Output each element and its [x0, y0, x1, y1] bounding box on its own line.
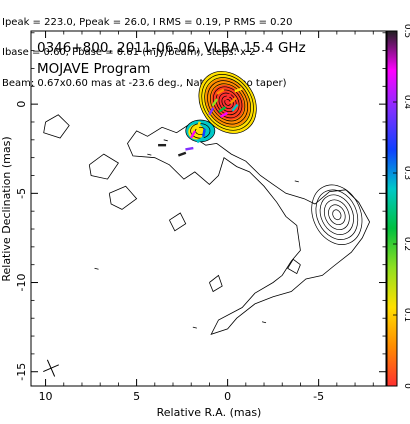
noise-contour	[261, 321, 267, 324]
colorbar-ticks: 0 0.1 0.2 0.3 0.4 0.5	[393, 24, 410, 389]
polarization-stick	[189, 130, 197, 139]
core-contour	[198, 71, 257, 134]
polarization-stick	[185, 146, 194, 151]
colorbar-tick-label: 0.2	[402, 237, 410, 251]
faint-contour	[88, 153, 119, 180]
noise-contour	[192, 326, 197, 329]
noise-contour	[147, 153, 152, 156]
noise-contour	[163, 139, 168, 142]
colorbar-tick-label: 0	[402, 383, 410, 389]
polarization-fill	[217, 91, 238, 113]
x-tick-label: 0	[224, 390, 231, 403]
polarization-stick	[208, 107, 215, 116]
faint-contour	[169, 212, 187, 232]
y-tick-label: 0	[15, 101, 28, 108]
blob-contour	[311, 184, 363, 245]
polarization-layer	[158, 87, 243, 157]
colorbar-tick-label: 0.3	[402, 166, 410, 180]
faint-contour	[108, 185, 138, 210]
x-tick-label: 10	[39, 390, 53, 403]
x-tick-label: -5	[313, 390, 324, 403]
blob-contour	[328, 204, 346, 226]
map-header: Ipeak = 223.0, Ppeak = 26.0, I RMS = 0.1…	[2, 0, 408, 100]
polarization-stick	[216, 88, 225, 95]
blob-contour	[323, 199, 350, 230]
core-contour	[221, 95, 234, 109]
blob-contour	[332, 209, 342, 221]
faint-contour	[287, 258, 301, 275]
y-tick-label: -10	[15, 274, 28, 292]
core-contour	[210, 83, 246, 122]
chart-subtitle: MOJAVE Program	[37, 61, 150, 77]
y-tick-label: -15	[15, 363, 28, 381]
y-axis-label: Relative Declination (mas)	[0, 136, 13, 281]
y-axis: 0 -5 -10 -15	[15, 32, 386, 381]
jet-contour	[127, 124, 371, 335]
chart-title: 0346+800, 2011-06-06, VLBA 15.4 GHz	[37, 40, 306, 56]
polarization-stick	[202, 128, 206, 137]
x-axis-label: Relative R.A. (mas)	[157, 406, 262, 419]
beam-minor-axis	[43, 364, 59, 373]
colorbar-tick-label: 0.1	[402, 308, 410, 322]
colorbar-tick-label: 0.4	[402, 95, 410, 110]
faint-contour	[209, 274, 223, 293]
knot-contour	[185, 119, 216, 143]
x-tick-label: 5	[133, 390, 140, 403]
colorbar-tick-label: 0.5	[402, 24, 410, 38]
core-contour	[212, 86, 243, 119]
colorbar	[386, 30, 398, 387]
polarization-stick	[223, 93, 232, 101]
contour-layer	[43, 71, 371, 335]
polarization-stick	[211, 98, 219, 107]
polarization-stick	[231, 103, 239, 112]
noise-contour	[94, 267, 99, 270]
polarization-stick	[234, 87, 243, 93]
y-tick-label: -5	[15, 188, 28, 199]
core-contour	[207, 80, 249, 125]
faint-contour	[43, 114, 70, 139]
noise-contour	[294, 180, 299, 183]
polarization-stick	[195, 121, 201, 130]
polarization-stick	[196, 136, 205, 144]
blob-contour	[319, 194, 354, 235]
core-contour	[201, 74, 254, 131]
polarization-stick	[177, 151, 187, 157]
plot-frame	[30, 30, 387, 387]
polarization-stick	[218, 106, 227, 113]
beam-marker	[43, 359, 59, 377]
polarization-stick	[219, 111, 229, 118]
x-axis: 10 5 0 -5	[39, 31, 374, 403]
blob-contour	[315, 189, 359, 240]
polarization-stick	[229, 96, 237, 105]
header-line-peak: Ipeak = 223.0, Ppeak = 26.0, I RMS = 0.1…	[2, 16, 293, 28]
header-line-base: Ibase = 0.60, Pbase = 0.61 (mJy/beam), s…	[2, 47, 256, 59]
